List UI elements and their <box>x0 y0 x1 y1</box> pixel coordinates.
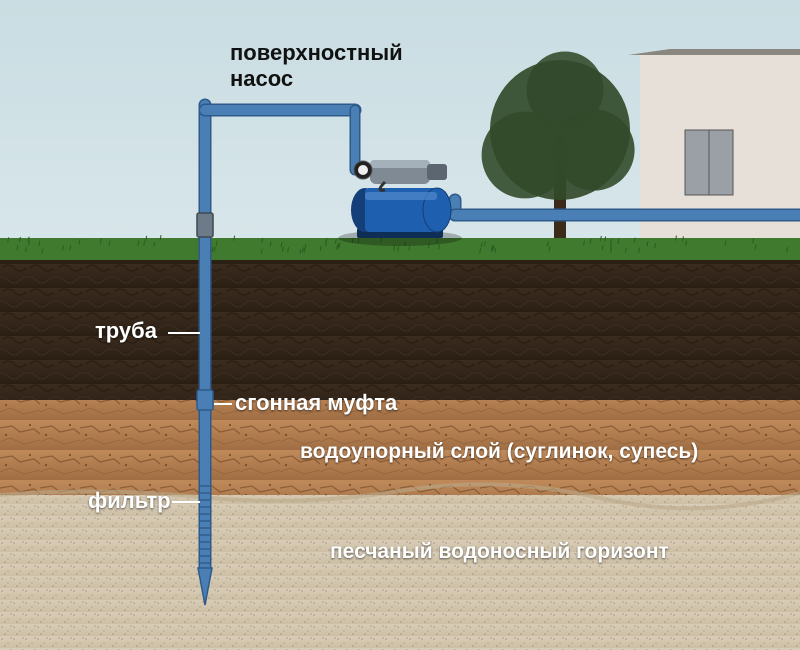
labels.pipe: труба <box>95 318 157 344</box>
labels.pump: поверхностныйнасос <box>230 40 403 92</box>
labels.filter: фильтр <box>88 488 171 514</box>
pump-assembly <box>338 160 462 246</box>
labels.coupling: сгонная муфта <box>235 390 397 416</box>
labels.aquifer: песчаный водоносный горизонт <box>330 540 669 564</box>
labels.aquiclude: водоупорный слой (суглинок, супесь) <box>300 440 698 464</box>
